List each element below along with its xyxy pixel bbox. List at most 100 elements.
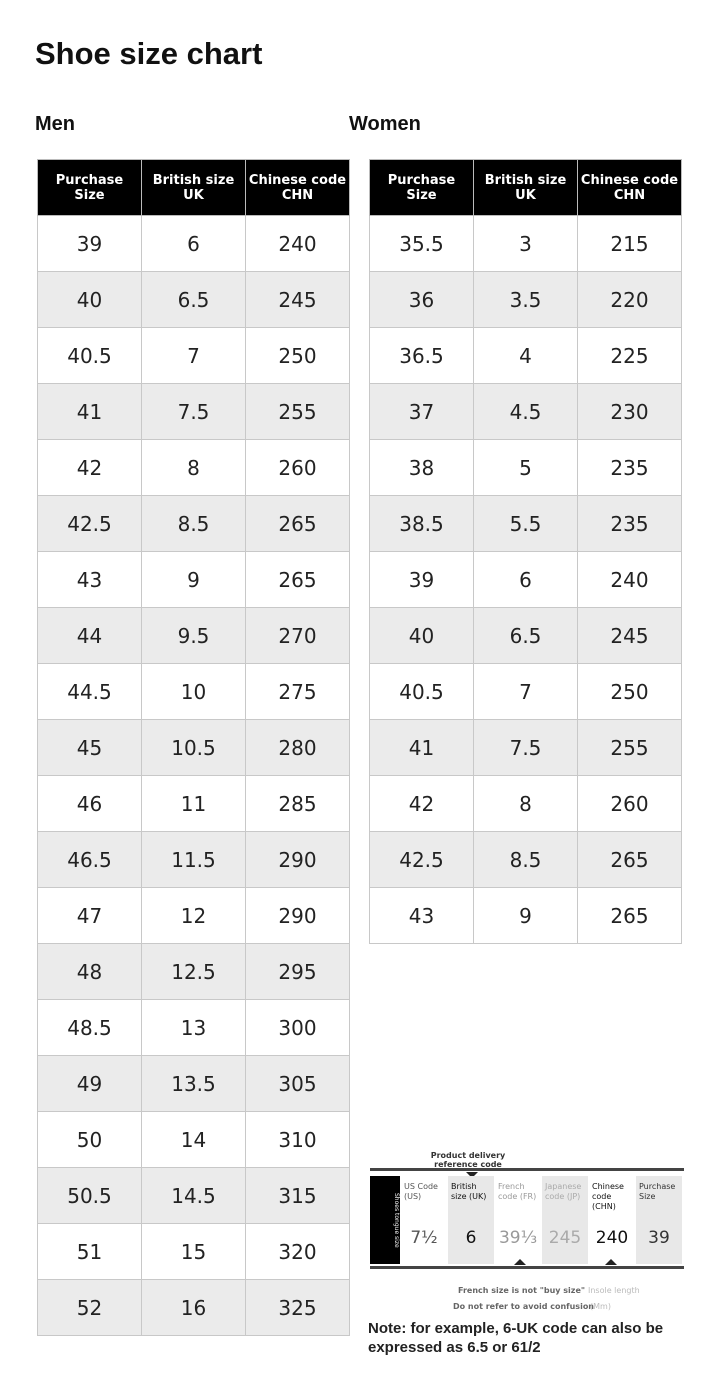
women-size-table: Purchase Size British size UK Chinese code… (369, 159, 682, 944)
table-row: 41 7.5 255 (37, 383, 350, 440)
table-row: 40 6.5 245 (37, 271, 350, 328)
table-cell: 36.5 (369, 327, 474, 384)
table-cell: 39 (369, 551, 474, 608)
table-row: 45 10.5 280 (37, 719, 350, 776)
table-cell: 42.5 (369, 831, 474, 888)
table-cell: 12.5 (141, 943, 246, 1000)
table-row: 42 8 260 (37, 439, 350, 496)
table-cell: 49 (37, 1055, 142, 1112)
table-cell: 16 (141, 1279, 246, 1336)
code-value: 6 (465, 1228, 477, 1248)
table-row: 39 6 240 (369, 551, 682, 608)
table-cell: 46 (37, 775, 142, 832)
table-cell: 38 (369, 439, 474, 496)
table-cell: 7.5 (141, 383, 246, 440)
code-header: US Code (US) (404, 1182, 438, 1201)
table-cell: 5 (473, 439, 578, 496)
table-cell: 240 (245, 215, 350, 272)
code-value: 245 (548, 1228, 582, 1248)
table-cell: 315 (245, 1167, 350, 1224)
code-value: 7½ (410, 1228, 438, 1248)
table-cell: 36 (369, 271, 474, 328)
pointer-down-icon (466, 1172, 478, 1178)
table-row: 36 3.5 220 (369, 271, 682, 328)
table-cell: 42.5 (37, 495, 142, 552)
table-row: 52 16 325 (37, 1279, 350, 1336)
table-row: 37 4.5 230 (369, 383, 682, 440)
table-cell: 47 (37, 887, 142, 944)
table-row: 38 5 235 (369, 439, 682, 496)
pointer-up-icon (514, 1259, 526, 1265)
table-cell: 44.5 (37, 663, 142, 720)
code-header: Chinese code (CHN) (592, 1182, 624, 1211)
table-cell: 305 (245, 1055, 350, 1112)
code-column: US Code (US) 7½ (401, 1176, 447, 1264)
table-cell: 6 (141, 215, 246, 272)
pointer-up-icon (605, 1259, 617, 1265)
table-row: 44 9.5 270 (37, 607, 350, 664)
table-cell: 215 (577, 215, 682, 272)
table-cell: 40.5 (37, 327, 142, 384)
table-row: 50.5 14.5 315 (37, 1167, 350, 1224)
table-row: 48.5 13 300 (37, 999, 350, 1056)
shoe-tongue-label-diagram: Product delivery reference code Shoes to… (368, 1148, 684, 1318)
table-cell: 8 (141, 439, 246, 496)
table-row: 43 9 265 (369, 887, 682, 944)
table-row: 42.5 8.5 265 (369, 831, 682, 888)
table-cell: 9.5 (141, 607, 246, 664)
column-header: British size UK (473, 159, 578, 216)
top-rule (370, 1168, 684, 1171)
table-cell: 43 (37, 551, 142, 608)
table-cell: 255 (245, 383, 350, 440)
table-cell: 51 (37, 1223, 142, 1280)
table-cell: 14.5 (141, 1167, 246, 1224)
table-cell: 265 (577, 831, 682, 888)
table-cell: 8.5 (473, 831, 578, 888)
table-cell: 320 (245, 1223, 350, 1280)
table-cell: 14 (141, 1111, 246, 1168)
table-cell: 265 (577, 887, 682, 944)
code-header: British size (UK) (451, 1182, 487, 1201)
table-cell: 13.5 (141, 1055, 246, 1112)
table-cell: 46.5 (37, 831, 142, 888)
page-title: Shoe size chart (35, 36, 263, 71)
table-cell: 9 (141, 551, 246, 608)
table-cell: 42 (369, 775, 474, 832)
table-cell: 230 (577, 383, 682, 440)
code-value: 39 (648, 1228, 670, 1248)
code-column: Japanese code (JP) 245 (542, 1176, 588, 1264)
code-column: Chinese code (CHN) 240 (589, 1176, 635, 1264)
table-cell: 250 (245, 327, 350, 384)
table-cell: 52 (37, 1279, 142, 1336)
code-header: French code (FR) (498, 1182, 537, 1201)
table-row: 44.5 10 275 (37, 663, 350, 720)
column-header: Purchase Size (37, 159, 142, 216)
table-cell: 4.5 (473, 383, 578, 440)
table-cell: 48.5 (37, 999, 142, 1056)
table-cell: 44 (37, 607, 142, 664)
header-row: Purchase Size British size UK Chinese code… (369, 159, 682, 216)
table-cell: 270 (245, 607, 350, 664)
french-note: French size is not "buy size" (458, 1286, 586, 1295)
code-value: 39⅓ (498, 1228, 538, 1248)
table-cell: 40.5 (369, 663, 474, 720)
table-cell: 41 (37, 383, 142, 440)
table-cell: 37 (369, 383, 474, 440)
table-cell: 6.5 (473, 607, 578, 664)
table-cell: 265 (245, 495, 350, 552)
table-cell: 310 (245, 1111, 350, 1168)
table-row: 39 6 240 (37, 215, 350, 272)
code-column: French code (FR) 39⅓ (495, 1176, 541, 1264)
men-size-table: Purchase Size British size UK Chinese code… (37, 159, 350, 1336)
table-cell: 50.5 (37, 1167, 142, 1224)
column-header: Chinese code CHN (245, 159, 350, 216)
table-cell: 295 (245, 943, 350, 1000)
table-cell: 11.5 (141, 831, 246, 888)
table-cell: 260 (245, 439, 350, 496)
header-row: Purchase Size British size UK Chinese code… (37, 159, 350, 216)
french-note-2: Do not refer to avoid confusion (453, 1302, 595, 1311)
table-cell: 7 (473, 663, 578, 720)
table-cell: 7.5 (473, 719, 578, 776)
table-cell: 10 (141, 663, 246, 720)
code-value: 240 (595, 1228, 629, 1248)
